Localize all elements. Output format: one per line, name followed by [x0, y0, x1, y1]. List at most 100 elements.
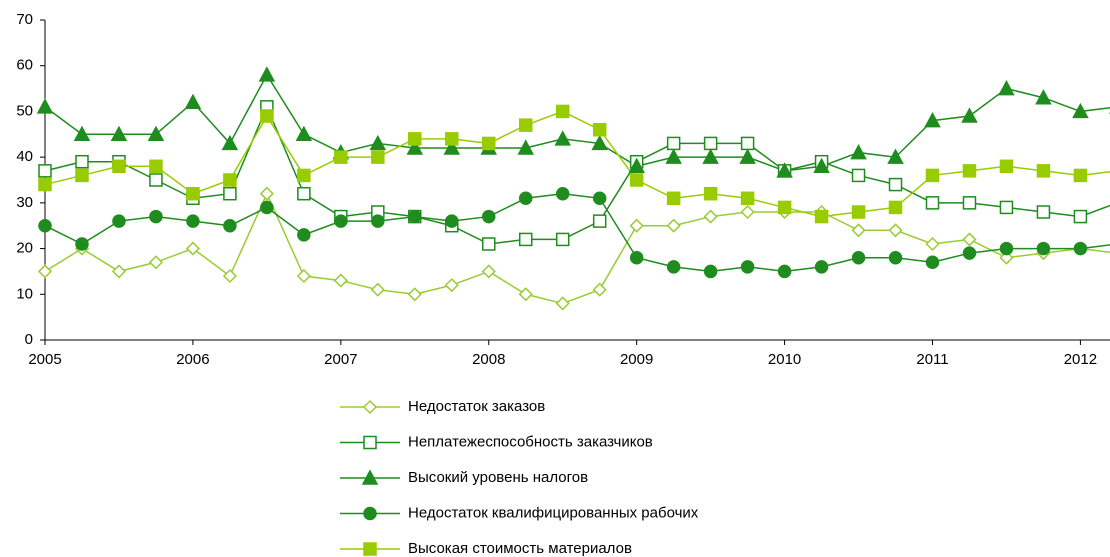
- marker: [739, 148, 756, 164]
- marker: [925, 168, 940, 183]
- marker: [408, 209, 422, 224]
- marker: [592, 282, 607, 297]
- marker: [777, 264, 792, 279]
- marker: [185, 241, 200, 256]
- x-tick-label: 2010: [768, 351, 801, 368]
- marker: [1072, 102, 1089, 119]
- marker: [740, 191, 755, 206]
- marker: [740, 260, 755, 274]
- marker: [629, 250, 644, 265]
- marker: [75, 237, 89, 251]
- legend-label: Неплатежеспособность заказчиков: [408, 433, 653, 450]
- marker: [555, 232, 570, 247]
- marker: [814, 209, 829, 224]
- marker: [1035, 89, 1052, 105]
- marker: [666, 260, 681, 274]
- x-tick-label: 2005: [28, 351, 61, 368]
- marker: [112, 214, 126, 228]
- marker: [518, 232, 533, 247]
- marker: [363, 435, 377, 450]
- marker: [297, 228, 311, 242]
- marker: [333, 273, 348, 288]
- marker: [851, 223, 866, 238]
- marker: [223, 218, 237, 233]
- y-tick-label: 10: [16, 285, 33, 302]
- marker: [665, 148, 682, 164]
- marker: [850, 143, 867, 160]
- marker: [777, 200, 792, 215]
- marker: [518, 191, 533, 206]
- marker: [703, 186, 718, 201]
- marker: [999, 200, 1014, 215]
- y-tick-label: 30: [16, 194, 33, 211]
- marker: [592, 214, 607, 228]
- series-line: [44, 191, 1110, 305]
- marker: [517, 139, 534, 155]
- marker: [629, 218, 644, 233]
- marker: [814, 260, 829, 274]
- series-line: [44, 73, 1110, 172]
- marker: [1036, 164, 1051, 178]
- marker: [888, 200, 903, 215]
- marker: [628, 157, 645, 174]
- marker: [851, 205, 866, 219]
- y-tick-label: 40: [16, 148, 33, 165]
- y-tick-label: 60: [16, 57, 33, 74]
- marker: [110, 125, 128, 142]
- marker: [851, 250, 866, 265]
- marker: [887, 148, 904, 164]
- marker: [186, 214, 200, 228]
- marker: [296, 268, 311, 284]
- marker: [362, 399, 378, 415]
- series-line: [44, 104, 1110, 245]
- marker: [371, 150, 385, 164]
- marker: [297, 186, 311, 201]
- marker: [998, 79, 1015, 96]
- marker: [702, 148, 719, 164]
- marker: [666, 218, 681, 233]
- series-line: [44, 110, 1110, 218]
- marker: [962, 164, 977, 178]
- marker: [481, 264, 496, 279]
- marker: [149, 209, 163, 224]
- marker: [555, 186, 570, 201]
- marker: [592, 122, 607, 137]
- marker: [259, 186, 274, 201]
- marker: [111, 264, 127, 279]
- marker: [888, 223, 903, 238]
- marker: [223, 186, 237, 201]
- marker: [925, 255, 940, 270]
- marker: [591, 134, 608, 151]
- marker: [370, 282, 385, 297]
- marker: [924, 111, 941, 128]
- marker: [925, 196, 940, 210]
- marker: [1073, 168, 1088, 183]
- marker: [961, 107, 978, 123]
- y-tick-label: 70: [16, 11, 33, 28]
- marker: [999, 159, 1014, 174]
- marker: [260, 109, 274, 123]
- marker: [482, 237, 496, 251]
- legend-label: Высокий уровень налогов: [408, 469, 588, 486]
- x-tick-label: 2012: [1064, 351, 1097, 368]
- marker: [999, 250, 1014, 265]
- marker: [406, 139, 424, 155]
- marker: [776, 162, 793, 178]
- marker: [112, 159, 126, 174]
- y-tick-label: 50: [16, 102, 33, 119]
- marker: [666, 191, 681, 206]
- marker: [38, 164, 52, 178]
- marker: [369, 134, 387, 151]
- marker: [813, 157, 830, 174]
- marker: [888, 250, 903, 265]
- x-tick-label: 2007: [324, 351, 357, 368]
- marker: [407, 287, 422, 302]
- marker: [1036, 205, 1051, 219]
- marker: [740, 204, 755, 220]
- marker: [1073, 241, 1088, 256]
- marker: [363, 506, 377, 521]
- marker: [703, 209, 718, 224]
- marker: [334, 150, 348, 164]
- marker: [444, 278, 459, 293]
- marker: [962, 246, 977, 260]
